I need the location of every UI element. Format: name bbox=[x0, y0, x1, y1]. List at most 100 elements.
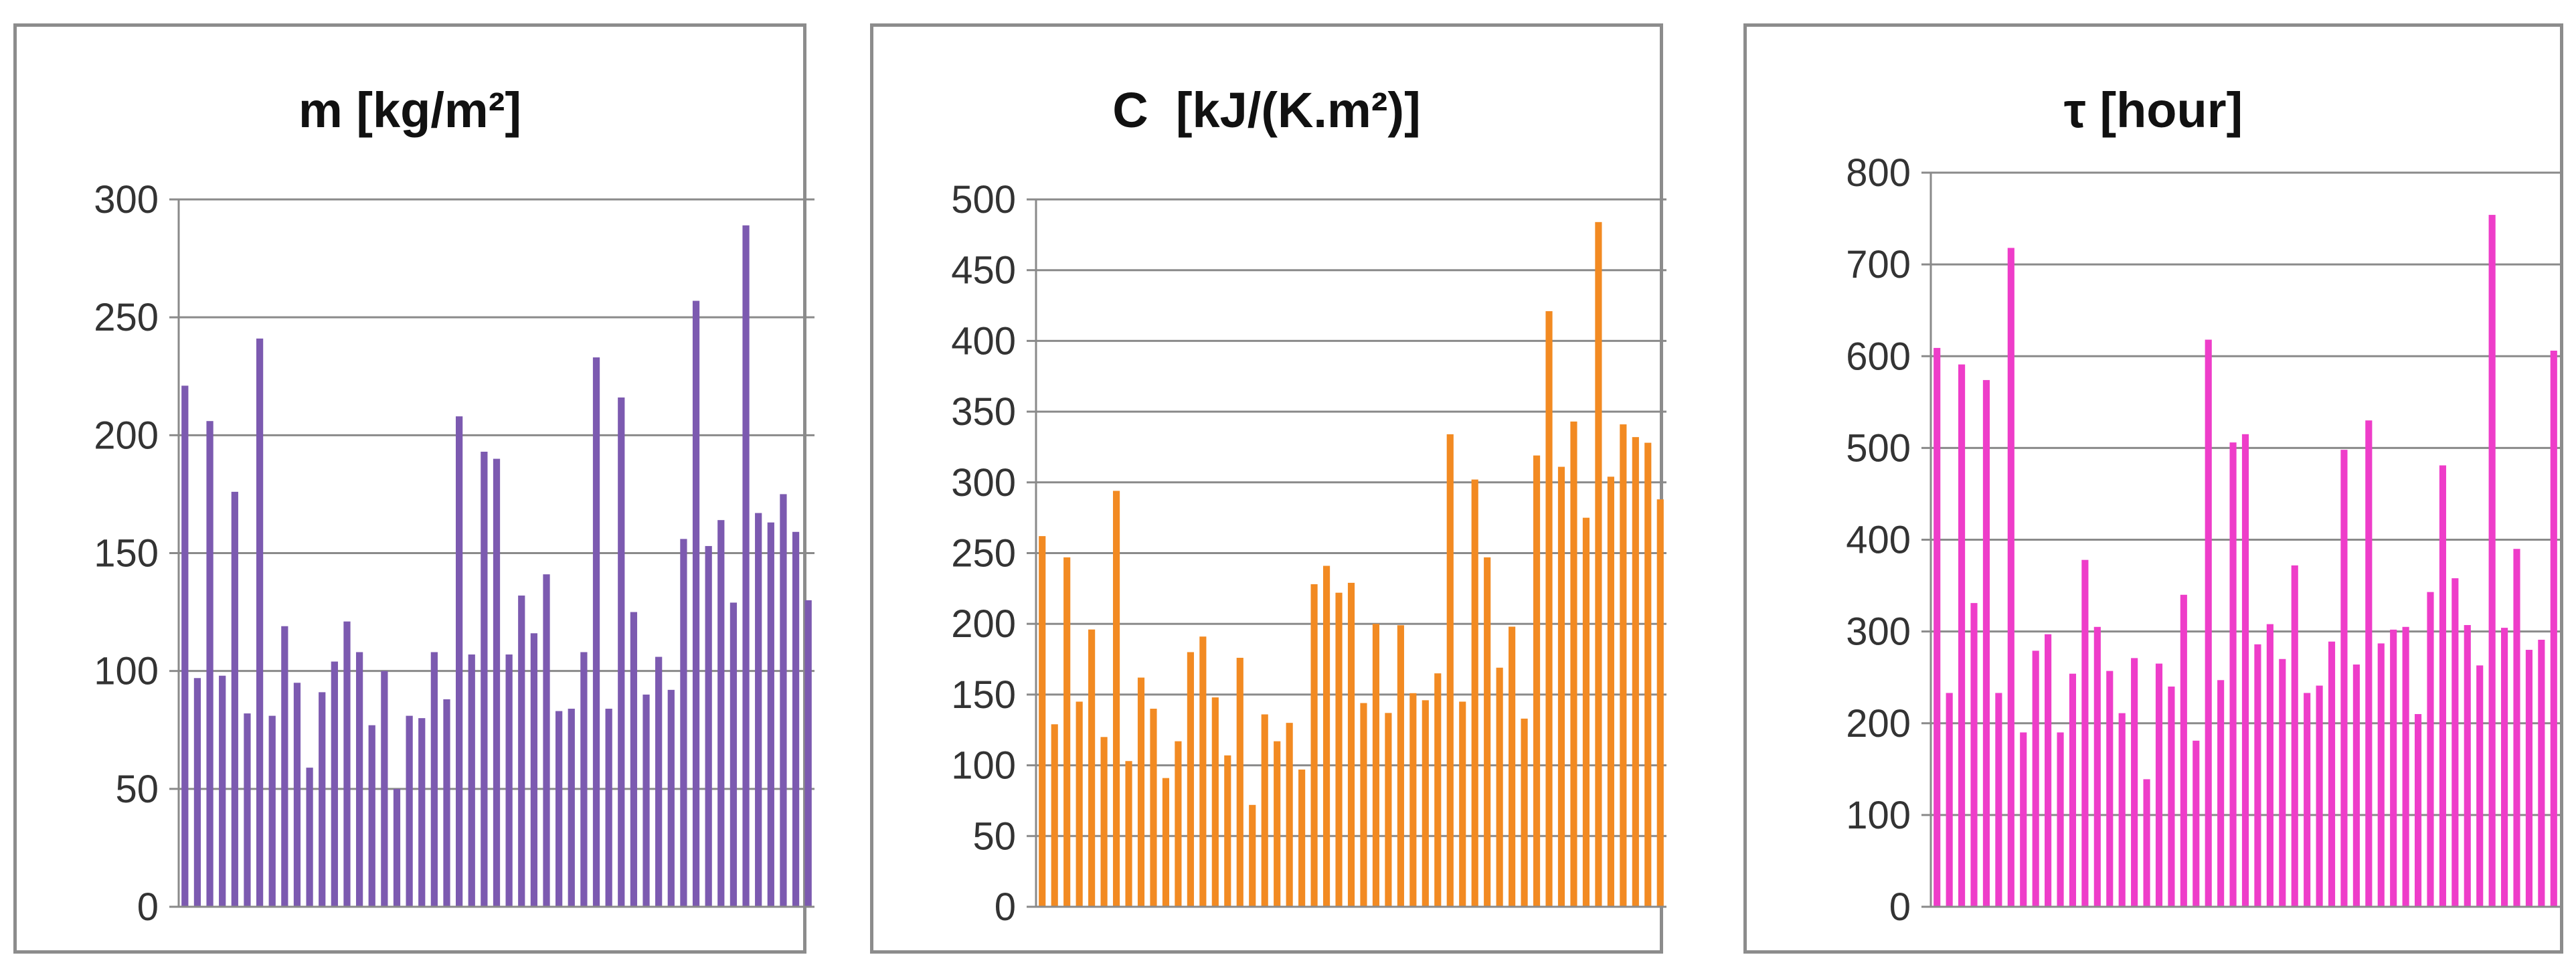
bar bbox=[2316, 685, 2323, 907]
bar bbox=[804, 600, 812, 907]
bar bbox=[1557, 466, 1565, 907]
y-tick-label: 700 bbox=[1846, 243, 1911, 286]
bar bbox=[2131, 658, 2138, 907]
bar bbox=[1051, 724, 1058, 907]
bar bbox=[792, 531, 800, 907]
bar bbox=[2500, 628, 2508, 907]
bar bbox=[2266, 624, 2273, 907]
bar bbox=[2229, 442, 2237, 907]
bar bbox=[1347, 582, 1355, 907]
bar bbox=[1484, 557, 1491, 907]
bar bbox=[293, 683, 301, 907]
bar bbox=[592, 357, 600, 907]
bar bbox=[1632, 437, 1639, 907]
chart-title: m [kg/m²] bbox=[298, 82, 521, 138]
bar bbox=[642, 694, 650, 907]
chart-panel-time-constant: τ [hour] 0 100 200 300 400 500 600 700 800 bbox=[1743, 23, 2563, 954]
bar bbox=[481, 452, 488, 907]
bar bbox=[2045, 634, 2052, 907]
bar bbox=[430, 652, 438, 907]
bar bbox=[667, 689, 675, 907]
bar bbox=[780, 494, 787, 907]
bar bbox=[2390, 629, 2397, 907]
bar bbox=[2402, 626, 2409, 907]
bar bbox=[1607, 476, 1614, 907]
bar bbox=[2488, 215, 2496, 907]
bar bbox=[2414, 714, 2422, 907]
bar bbox=[555, 711, 563, 907]
bar bbox=[2427, 592, 2434, 907]
y-tick-label: 0 bbox=[995, 885, 1016, 929]
bar bbox=[1471, 479, 1478, 907]
bar bbox=[2205, 339, 2212, 907]
bar bbox=[2291, 565, 2298, 907]
bar bbox=[2118, 713, 2126, 907]
chart-panel-capacity: C [kJ/(K.m²)] 0 50 100 150 200 250 300 350 400 45… bbox=[870, 23, 1666, 954]
bar bbox=[231, 491, 238, 907]
y-tick-label: 350 bbox=[951, 390, 1016, 434]
bar bbox=[2550, 351, 2557, 907]
y-tick-label: 150 bbox=[951, 673, 1016, 717]
bar bbox=[1162, 778, 1170, 907]
bar bbox=[2365, 420, 2373, 907]
bar bbox=[1261, 714, 1268, 907]
bar bbox=[1150, 709, 1157, 907]
bar bbox=[1112, 491, 1120, 907]
bar bbox=[1298, 769, 1306, 907]
bar bbox=[418, 718, 426, 907]
bar bbox=[1595, 222, 1602, 907]
bar bbox=[1199, 636, 1207, 907]
bar bbox=[1335, 592, 1343, 907]
bar bbox=[193, 678, 201, 907]
bar bbox=[244, 713, 251, 907]
bar bbox=[1545, 311, 1553, 907]
bar bbox=[717, 520, 725, 907]
bar bbox=[2081, 559, 2089, 907]
bar bbox=[680, 539, 687, 907]
bar bbox=[2180, 594, 2187, 907]
bar bbox=[1286, 723, 1293, 907]
bar bbox=[1236, 657, 1243, 907]
bar bbox=[1125, 761, 1132, 907]
bar bbox=[1995, 693, 2002, 907]
y-tick-label: 200 bbox=[1846, 702, 1911, 745]
bar bbox=[2328, 641, 2336, 907]
y-tick-label: 250 bbox=[951, 532, 1016, 576]
bar bbox=[456, 416, 463, 907]
bar bbox=[1360, 703, 1367, 907]
bar bbox=[1063, 557, 1071, 907]
y-tick-label: 250 bbox=[94, 296, 159, 339]
bar-chart-time-constant: 0 100 200 300 400 500 600 700 800 bbox=[1846, 151, 2560, 929]
bar bbox=[2217, 680, 2225, 907]
y-tick-label: 200 bbox=[951, 602, 1016, 646]
y-tick-label: 0 bbox=[137, 885, 159, 929]
bar bbox=[2464, 625, 2471, 907]
bar bbox=[2525, 650, 2532, 907]
bar bbox=[206, 421, 213, 907]
y-tick-label: 450 bbox=[951, 249, 1016, 292]
bar bbox=[1958, 364, 1966, 907]
bar bbox=[1322, 565, 1330, 907]
bar bbox=[2452, 578, 2459, 907]
bar bbox=[406, 715, 413, 907]
bar bbox=[219, 675, 226, 907]
bar bbox=[1656, 499, 1664, 907]
bar bbox=[1224, 755, 1231, 907]
bar bbox=[443, 699, 450, 907]
bar bbox=[2032, 650, 2039, 907]
y-tick-label: 300 bbox=[94, 178, 159, 222]
bar bbox=[1533, 455, 1541, 907]
y-tick-label: 500 bbox=[1846, 426, 1911, 470]
bar bbox=[692, 300, 700, 907]
bar bbox=[1039, 536, 1046, 907]
bar bbox=[1446, 434, 1454, 907]
chart-title: τ [hour] bbox=[2063, 82, 2243, 138]
y-tick-label: 200 bbox=[94, 414, 159, 457]
bar bbox=[2193, 740, 2200, 907]
bar bbox=[2168, 686, 2175, 907]
bar bbox=[1582, 517, 1590, 907]
y-tick-label: 400 bbox=[951, 319, 1016, 363]
bar bbox=[1088, 629, 1096, 907]
bar bbox=[181, 385, 189, 907]
bar bbox=[343, 621, 351, 907]
